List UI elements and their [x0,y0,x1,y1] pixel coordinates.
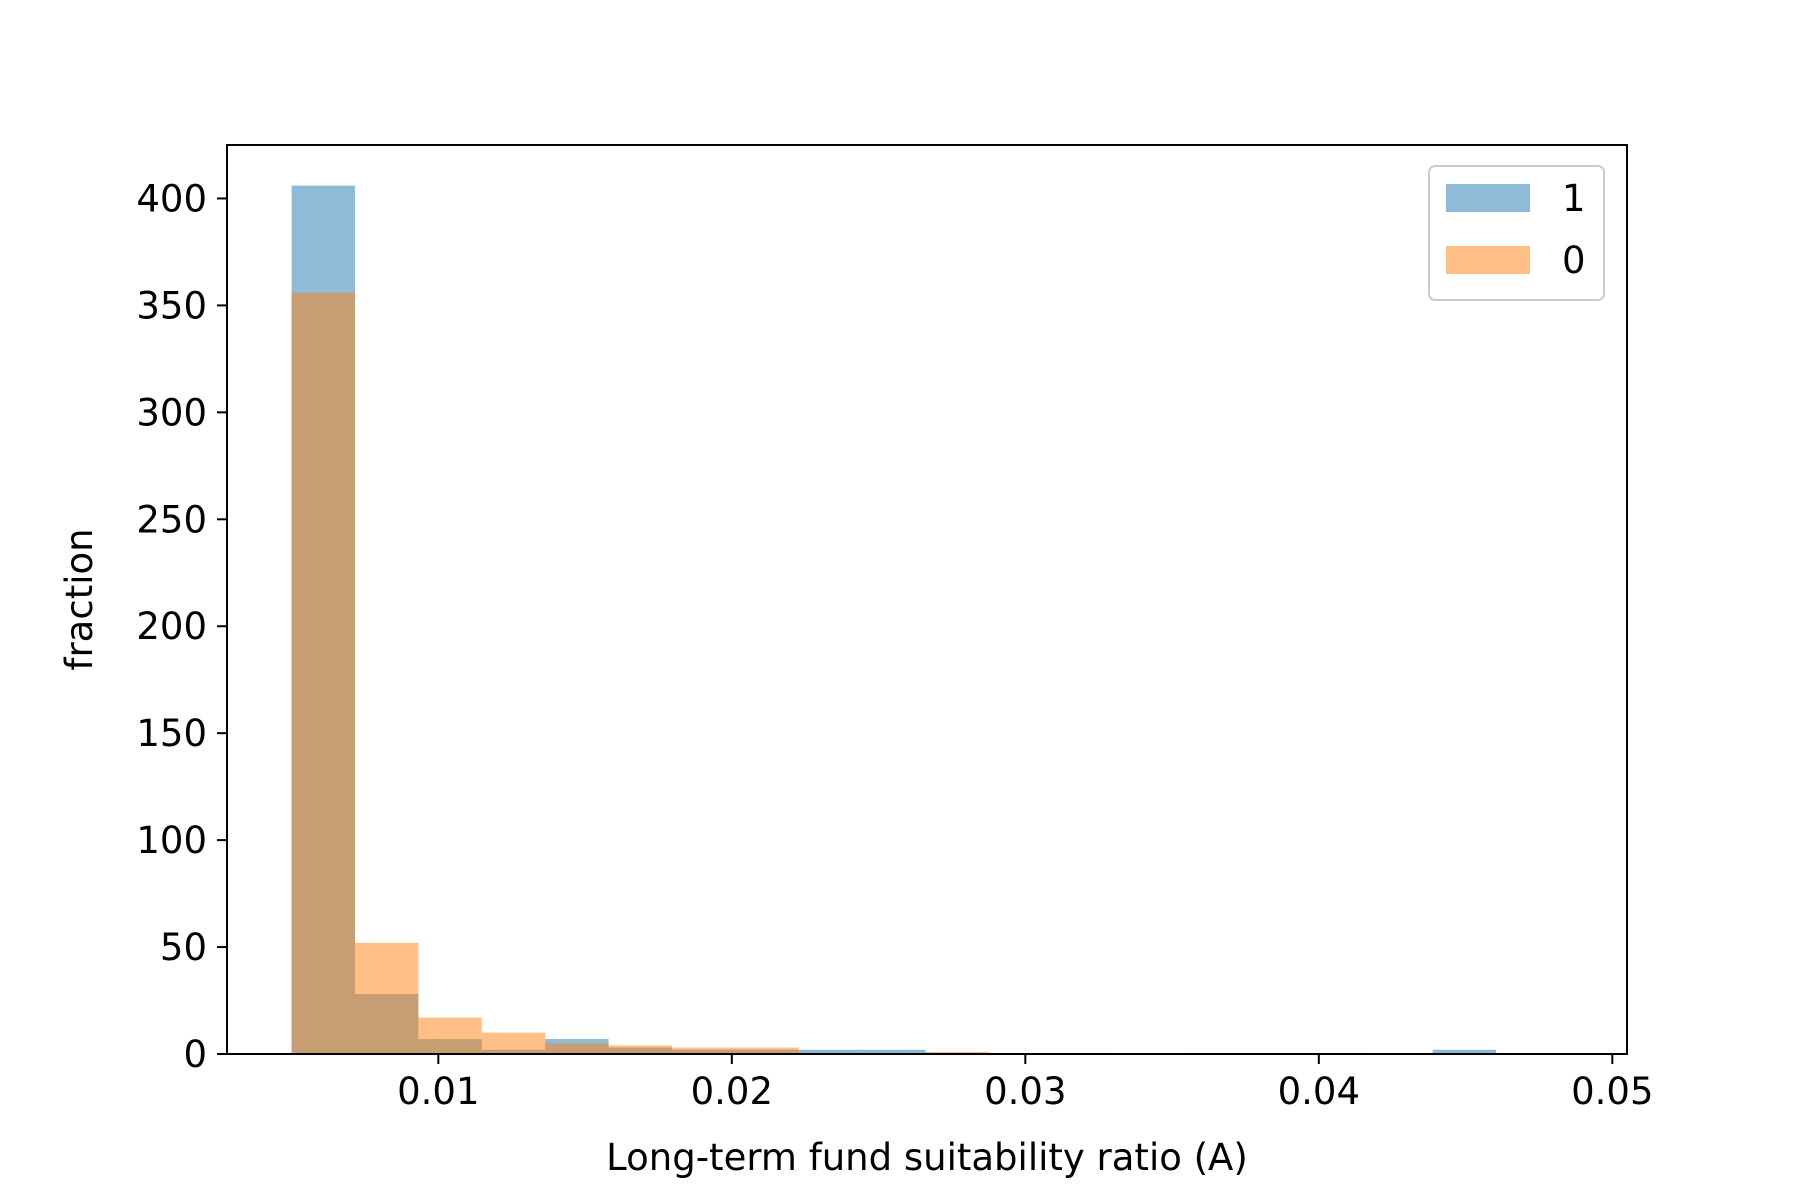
bar-series-0-6 [671,1047,736,1054]
x-ticks: 0.01 0.02 0.03 0.04 0.05 [397,1054,1654,1113]
bar-series-1-8 [798,1049,863,1054]
plot-frame [226,144,1628,1055]
legend-label-0: 0 [1562,239,1586,282]
y-tick-label: 100 [136,819,207,862]
y-tick-label: 50 [160,926,207,969]
bar-series-1-18 [1432,1049,1497,1054]
y-tick-label: 400 [136,177,207,220]
x-tick-label: 0.04 [1278,1070,1360,1113]
legend: 10 [1428,165,1605,301]
y-tick-label: 150 [136,712,207,755]
bar-series-0-2 [418,1017,482,1054]
bar-series-0-4 [545,1043,609,1054]
bar-series-0-0 [291,292,355,1054]
bar-series-0-10 [925,1051,989,1054]
bar-series-0-5 [608,1045,672,1054]
series-0 [291,292,1370,1054]
x-tick-label: 0.01 [397,1070,479,1113]
legend-swatch-0 [1446,246,1530,274]
bar-series-0-7 [735,1047,799,1054]
y-axis-label: fraction [58,528,101,670]
legend-swatch-1 [1446,184,1530,212]
y-tick-label: 250 [136,498,207,541]
x-tick-label: 0.05 [1571,1070,1653,1113]
bar-series-1-9 [862,1049,926,1054]
bars-layer [291,185,1497,1055]
x-tick-label: 0.03 [984,1070,1066,1113]
y-tick-label: 0 [183,1033,207,1076]
bar-series-0-3 [481,1032,546,1054]
x-axis-label: Long-term fund suitability ratio (A) [606,1136,1248,1179]
y-ticks: 0 50 100 150 200 250 300 350 400 [136,177,227,1076]
x-tick-label: 0.02 [691,1070,773,1113]
y-tick-label: 350 [136,284,207,327]
y-tick-label: 200 [136,605,207,648]
bar-series-0-1 [354,942,419,1054]
y-tick-label: 300 [136,391,207,434]
legend-label-1: 1 [1562,177,1586,220]
